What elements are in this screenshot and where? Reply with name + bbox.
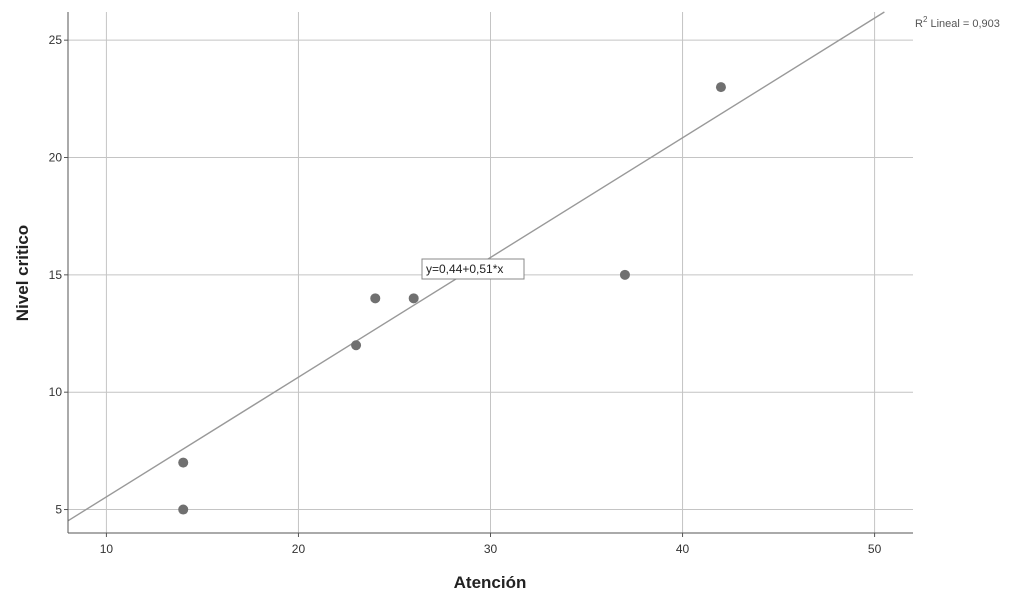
y-tick-label: 25 (49, 33, 63, 47)
r-squared-label: R2 Lineal = 0,903 (915, 15, 1000, 30)
grid-layer (68, 12, 913, 533)
data-points (178, 82, 726, 515)
y-tick-label: 10 (49, 385, 63, 399)
data-point (351, 340, 362, 351)
x-axis-title: Atención (454, 573, 527, 592)
x-tick-label: 50 (868, 542, 882, 556)
x-tick-label: 40 (676, 542, 690, 556)
equation-box (421, 258, 525, 280)
y-tick-label: 20 (49, 151, 63, 165)
r2-superscript: 2 (923, 15, 928, 24)
data-point (619, 269, 630, 280)
r2-prefix: R (915, 18, 923, 30)
equation-annotation: y=0,44+0,51*x (421, 258, 525, 280)
x-tick-label: 20 (292, 542, 306, 556)
y-tick-label: 5 (55, 503, 62, 517)
x-tick-labels: 10 20 30 40 50 (100, 542, 882, 556)
y-tick-labels: 5 10 15 20 25 (49, 33, 63, 516)
data-point (408, 293, 419, 304)
x-tick-label: 30 (484, 542, 498, 556)
y-axis-title: Nivel critico (13, 225, 32, 321)
x-tick-label: 10 (100, 542, 114, 556)
data-point (178, 457, 189, 468)
data-point (370, 293, 381, 304)
axis-layer (64, 12, 913, 537)
equation-label: y=0,44+0,51*x (426, 262, 503, 276)
y-tick-label: 15 (49, 268, 63, 282)
r2-rest: Lineal = 0,903 (927, 18, 999, 30)
data-point (178, 504, 189, 515)
data-point (715, 82, 726, 93)
